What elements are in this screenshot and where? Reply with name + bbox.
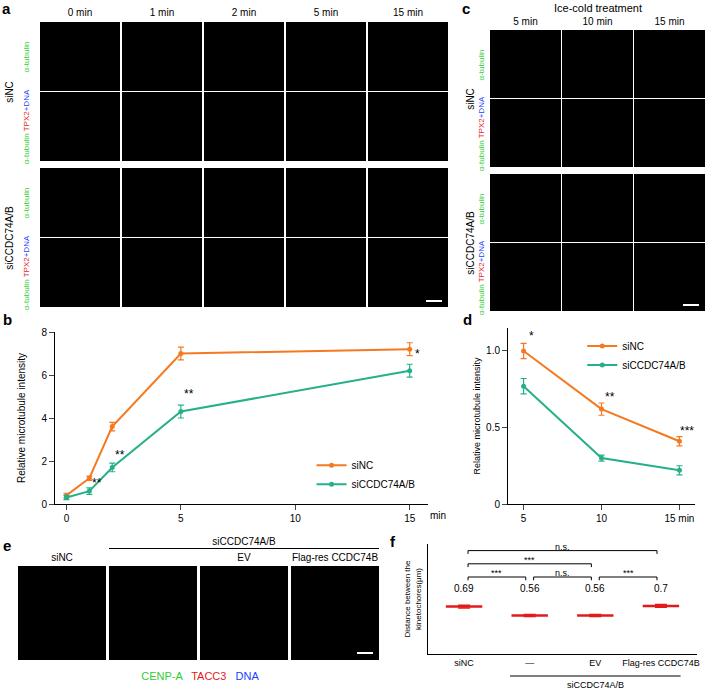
svg-text:n.s.: n.s. <box>555 568 570 578</box>
html-text:a: a <box>2 0 11 17</box>
html-text:α-tubulin: α-tubulin <box>21 41 31 73</box>
svg-text:n.s.: n.s. <box>555 542 570 552</box>
html-text:TPX2: TPX2 <box>21 111 31 132</box>
html-text:2 min: 2 min <box>231 6 257 18</box>
html-text:e: e <box>3 536 12 554</box>
html-text:+DNA: +DNA <box>476 240 486 262</box>
html-text:TPX2: TPX2 <box>476 261 486 282</box>
html-text:15 min: 15 min <box>393 6 423 18</box>
html-text:α-tubulin: α-tubulin <box>476 49 486 80</box>
svg-text:0: 0 <box>41 499 47 510</box>
svg-text:5: 5 <box>521 513 527 524</box>
svg-text:min: min <box>430 510 446 521</box>
html-text:siNC: siNC <box>51 551 73 563</box>
svg-text:siCCDC74A/B: siCCDC74A/B <box>622 360 686 371</box>
html-text:c: c <box>462 0 471 17</box>
svg-text:0.5: 0.5 <box>486 422 500 433</box>
html-text:TPX2: TPX2 <box>21 257 31 278</box>
html-text:15 min: 15 min <box>654 15 685 27</box>
svg-text:10: 10 <box>596 513 608 524</box>
html-text:f: f <box>390 532 395 550</box>
svg-text:0: 0 <box>494 499 500 510</box>
svg-text:**: ** <box>115 448 125 462</box>
html-text:α-tubulin: α-tubulin <box>476 137 486 171</box>
html-text:siCCDC74A/B: siCCDC74A/B <box>3 206 15 270</box>
svg-text:**: ** <box>184 387 194 401</box>
html-text:5 min: 5 min <box>313 6 339 18</box>
svg-text:siCCDC74A/B: siCCDC74A/B <box>567 680 624 690</box>
svg-text:15 min: 15 min <box>664 513 694 524</box>
html-text:α-tubulin: α-tubulin <box>21 277 31 311</box>
svg-text:Relative microtubule intensity: Relative microtubule intensity <box>16 353 27 483</box>
html-text:α-tubulin: α-tubulin <box>21 187 31 219</box>
html-text:siNC: siNC <box>464 88 476 110</box>
html-text:0 min: 0 min <box>67 6 93 18</box>
svg-text:4: 4 <box>41 413 47 424</box>
svg-text:Flag-res CCDC74B: Flag-res CCDC74B <box>622 658 700 668</box>
svg-text:**: ** <box>605 390 615 404</box>
html-text:Flag-res CCDC74B: Flag-res CCDC74B <box>291 551 379 563</box>
svg-text:0: 0 <box>64 513 70 524</box>
html-text:+DNA: +DNA <box>21 235 31 258</box>
html-text:d: d <box>463 310 473 328</box>
svg-text:EV: EV <box>589 658 601 668</box>
svg-text:0.7: 0.7 <box>654 583 668 594</box>
svg-text:15: 15 <box>404 513 416 524</box>
svg-text:10: 10 <box>290 513 302 524</box>
html-text:α-tubulin: α-tubulin <box>476 281 486 315</box>
html-text:CENP-A TACC3 DNA: CENP-A TACC3 DNA <box>141 670 259 682</box>
svg-text:2: 2 <box>41 456 47 467</box>
html-text:+DNA: +DNA <box>476 96 486 118</box>
svg-text:1.0: 1.0 <box>486 345 500 356</box>
svg-text:***: *** <box>524 555 535 565</box>
html-text:Ice-cold treatment: Ice-cold treatment <box>554 2 642 14</box>
svg-text:*: * <box>529 329 534 343</box>
svg-text:siNC: siNC <box>352 460 374 471</box>
html-text:b: b <box>3 310 13 328</box>
svg-text:—: — <box>525 658 534 668</box>
svg-text:*: * <box>415 347 420 361</box>
svg-text:5: 5 <box>178 513 184 524</box>
svg-text:***: *** <box>491 568 502 578</box>
html-text:α-tubulin: α-tubulin <box>476 193 486 224</box>
svg-text:siNC: siNC <box>622 341 644 352</box>
html-text:siCCDC74A/B: siCCDC74A/B <box>464 211 476 275</box>
svg-text:6: 6 <box>41 370 47 381</box>
svg-text:8: 8 <box>41 327 47 338</box>
svg-text:siCCDC74A/B: siCCDC74A/B <box>352 479 416 490</box>
svg-text:**: ** <box>92 476 102 490</box>
html-text:10 min: 10 min <box>582 15 613 27</box>
html-text:siCCDC74A/B: siCCDC74A/B <box>212 535 276 547</box>
html-text:+DNA: +DNA <box>21 89 31 112</box>
html-text:α-tubulin: α-tubulin <box>21 131 31 165</box>
html-text:EV: EV <box>237 551 251 563</box>
svg-text:siNC: siNC <box>454 658 474 668</box>
svg-text:0.56: 0.56 <box>520 583 540 594</box>
svg-text:0.56: 0.56 <box>585 583 605 594</box>
svg-text:Distance between thekinetochor: Distance between thekinetochores(μm) <box>403 560 422 637</box>
svg-text:***: *** <box>623 568 634 578</box>
html-text:siNC: siNC <box>3 81 15 103</box>
svg-text:Relative microtubule intensity: Relative microtubule intensity <box>472 357 482 475</box>
html-text:TPX2: TPX2 <box>476 117 486 138</box>
svg-text:***: *** <box>680 424 694 438</box>
html-text:1 min: 1 min <box>149 6 175 18</box>
svg-text:0.69: 0.69 <box>454 583 474 594</box>
html-text:5 min: 5 min <box>513 15 538 27</box>
